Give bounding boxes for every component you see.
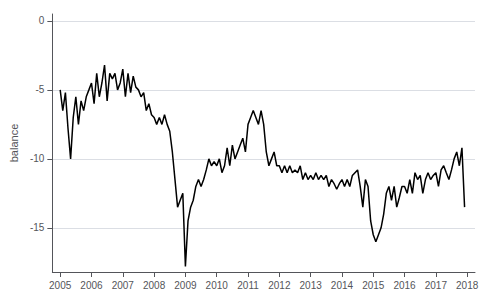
- svg-text:2015: 2015: [362, 280, 385, 291]
- svg-text:2008: 2008: [143, 280, 166, 291]
- svg-text:2007: 2007: [112, 280, 135, 291]
- svg-text:2018: 2018: [456, 280, 479, 291]
- svg-text:-15: -15: [30, 222, 45, 233]
- svg-text:2012: 2012: [268, 280, 291, 291]
- svg-text:-5: -5: [35, 84, 44, 95]
- svg-text:2017: 2017: [425, 280, 448, 291]
- svg-text:2006: 2006: [80, 280, 103, 291]
- svg-text:2009: 2009: [174, 280, 197, 291]
- svg-text:balance: balance: [8, 124, 20, 163]
- svg-text:2005: 2005: [49, 280, 72, 291]
- svg-text:0: 0: [39, 15, 45, 26]
- svg-text:2013: 2013: [300, 280, 323, 291]
- svg-text:-10: -10: [30, 153, 45, 164]
- svg-text:2014: 2014: [331, 280, 354, 291]
- svg-text:2011: 2011: [237, 280, 259, 291]
- svg-text:2016: 2016: [393, 280, 416, 291]
- svg-text:2010: 2010: [206, 280, 229, 291]
